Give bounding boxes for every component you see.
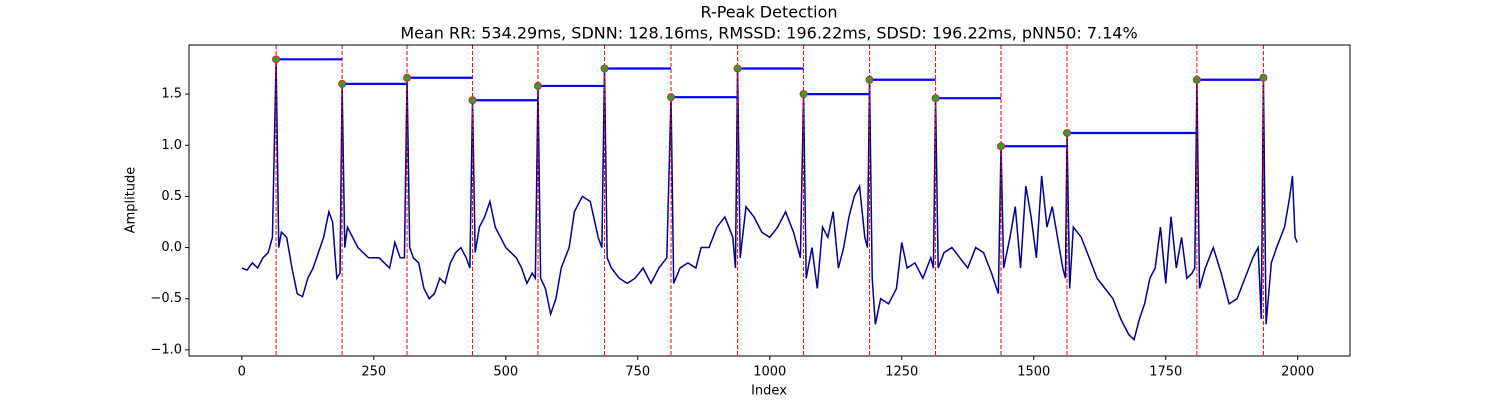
r-peak [667, 93, 676, 102]
r-peak [865, 75, 874, 84]
y-tick-label: 1.5 [161, 87, 182, 102]
chart-subtitle: Mean RR: 534.29ms, SDNN: 128.16ms, RMSSD… [400, 24, 1137, 43]
x-tick-label: 250 [361, 365, 386, 380]
x-tick-label: 1250 [885, 365, 918, 380]
chart-title: R-Peak Detection [700, 3, 837, 22]
r-peak [403, 73, 412, 82]
x-tick-label: 0 [238, 365, 246, 380]
y-tick-label: 1.0 [161, 138, 182, 153]
r-peak [1063, 128, 1072, 137]
x-tick-label: 1000 [753, 365, 786, 380]
r-peak [997, 142, 1006, 151]
r-peak [1192, 75, 1201, 84]
x-tick-label: 750 [625, 365, 650, 380]
x-tick-label: 1500 [1017, 365, 1050, 380]
r-peak [468, 96, 477, 105]
plot-frame [188, 44, 1351, 357]
y-axis-label: Amplitude [124, 167, 139, 234]
y-tick-label: −1.0 [150, 342, 182, 357]
r-peak [533, 81, 542, 90]
y-tick-label: 0.0 [161, 240, 182, 255]
r-peak [733, 64, 742, 73]
r-peak [931, 94, 940, 103]
r-peak [1259, 73, 1268, 82]
y-tick-label: 0.5 [161, 189, 182, 204]
y-tick-label: −0.5 [150, 291, 182, 306]
r-peak [799, 90, 808, 99]
x-tick-label: 1750 [1149, 365, 1182, 380]
r-peak [338, 79, 347, 88]
r-peak [600, 64, 609, 73]
x-axis-label: Index [751, 384, 787, 399]
signal-line [241, 59, 1298, 342]
r-peak [272, 55, 281, 64]
x-tick-label: 500 [493, 365, 518, 380]
x-tick-label: 2000 [1281, 365, 1314, 380]
